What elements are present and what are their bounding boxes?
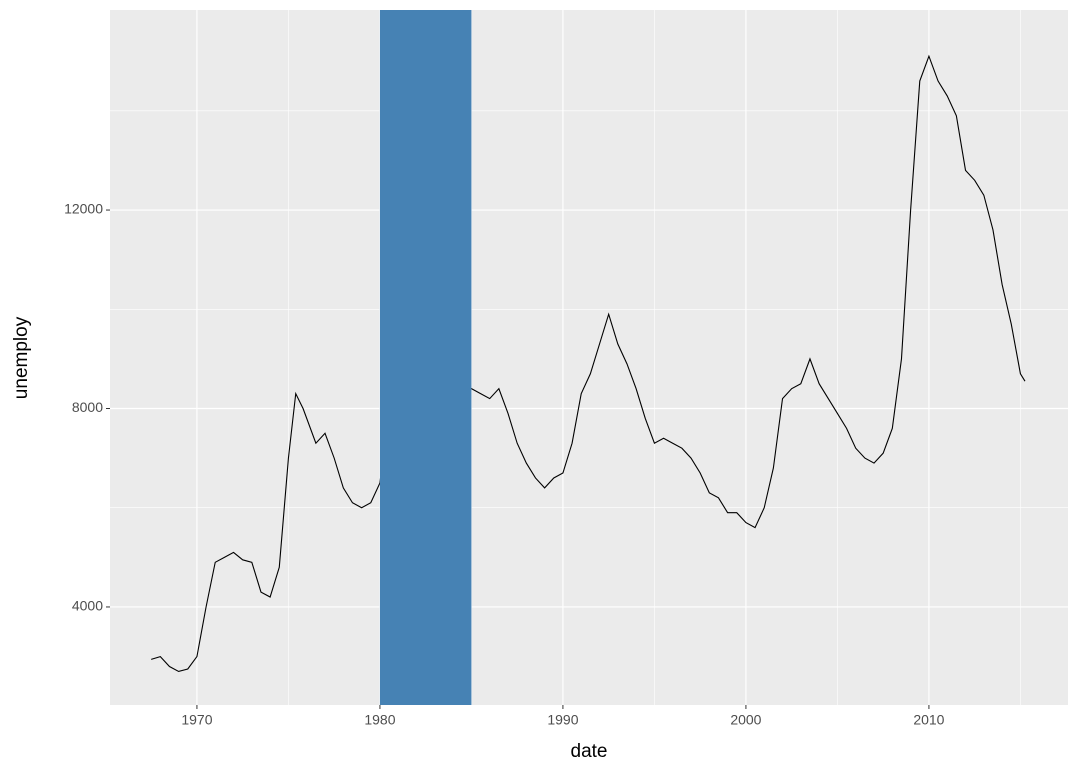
line (151, 54, 1026, 673)
y-axis-title: unemploy (11, 316, 32, 399)
y-tick-label: 12000 (64, 201, 103, 217)
y-tick-label: 8000 (72, 399, 103, 415)
x-tick-label: 1990 (547, 712, 578, 728)
x-axis-title: date (571, 741, 608, 762)
x-tick-label: 2000 (730, 712, 761, 728)
x-tick-label: 1980 (364, 712, 395, 728)
highlight-band (379, 10, 472, 705)
x-tick-label: 2010 (913, 712, 944, 728)
y-tick-label: 4000 (72, 598, 103, 614)
x-tick-label: 1970 (181, 712, 212, 728)
panel (110, 10, 1068, 705)
